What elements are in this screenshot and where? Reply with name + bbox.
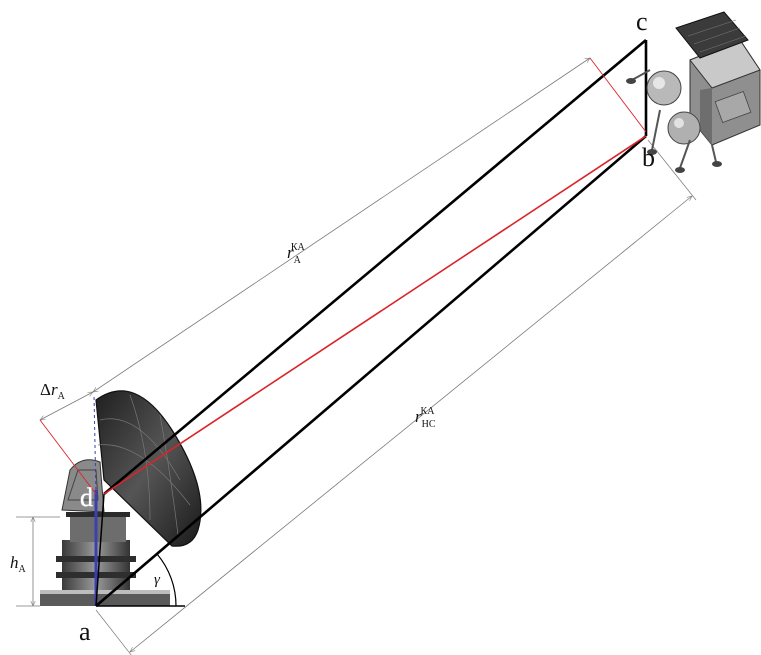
line-a-to-d [95,493,105,607]
label-gamma: γ [154,572,161,588]
dimension-r-a-ka [93,58,590,392]
antenna-tilt-axis [93,394,97,497]
line-a-to-b [95,135,647,607]
point-label-a: a [79,617,91,646]
label-h-a: hА [10,553,27,575]
extension-line-a [95,609,132,655]
lunar-lander-spacecraft-icon [626,11,761,173]
radio-telescope-dish-icon [40,390,202,606]
point-label-d: d [80,483,93,512]
dimension-delta-r-a [40,391,93,421]
red-perpendicular-near-b [589,57,647,133]
point-label-b: b [642,143,655,172]
red-perpendicular-near-antenna [39,419,97,495]
dimension-r-nc-ka [130,196,692,652]
point-label-c: c [636,7,648,36]
label-r-nc-ka: rНСКА [415,406,436,430]
label-delta-r-a: ΔrА [40,380,66,402]
label-r-a-ka: rАКА [287,242,306,266]
extension-line-b [647,139,697,201]
line-d-to-c [103,39,647,495]
signal-line-d-to-b [103,135,647,495]
